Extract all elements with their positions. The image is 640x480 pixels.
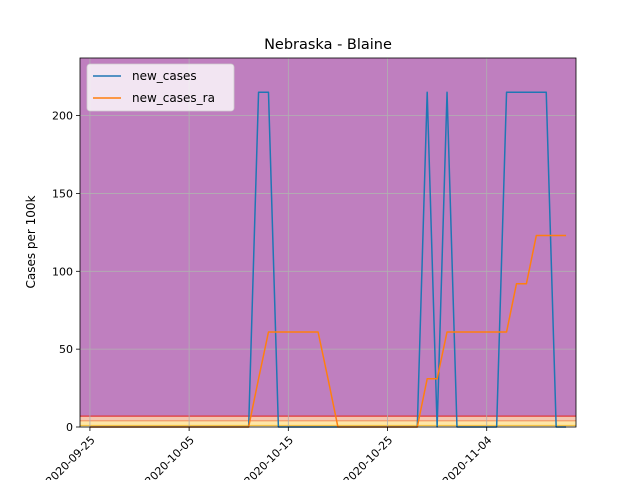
x-tick-label: 2020-09-25: [43, 434, 97, 480]
y-tick-label: 150: [52, 187, 73, 200]
x-tick-label: 2020-10-05: [142, 434, 196, 480]
x-tick-label: 2020-11-04: [440, 434, 494, 480]
x-axis: 2020-09-25 2020-10-05 2020-10-15 2020-10-25…: [43, 427, 494, 480]
legend-label: new_cases: [132, 69, 197, 83]
background-band: [80, 416, 576, 421]
legend-box: [86, 63, 235, 112]
legend: new_cases new_cases_ra: [86, 63, 235, 112]
background-band: [80, 420, 576, 426]
x-tick-label: 2020-10-15: [242, 434, 296, 480]
background-band: [80, 425, 576, 427]
plot-background: [80, 58, 576, 427]
y-axis-label: Cases per 100k: [24, 195, 38, 288]
y-axis: 0 50 100 150 200: [52, 110, 80, 434]
y-tick-label: 0: [66, 421, 73, 434]
legend-label: new_cases_ra: [132, 91, 215, 105]
chart-title: Nebraska - Blaine: [264, 37, 392, 53]
y-tick-label: 200: [52, 110, 73, 123]
y-tick-label: 100: [52, 265, 73, 278]
x-tick-label: 2020-10-25: [341, 434, 395, 480]
plot-frame: [79, 57, 577, 428]
grid: [80, 58, 576, 428]
y-tick-label: 50: [59, 343, 73, 356]
background-band: [80, 58, 576, 417]
